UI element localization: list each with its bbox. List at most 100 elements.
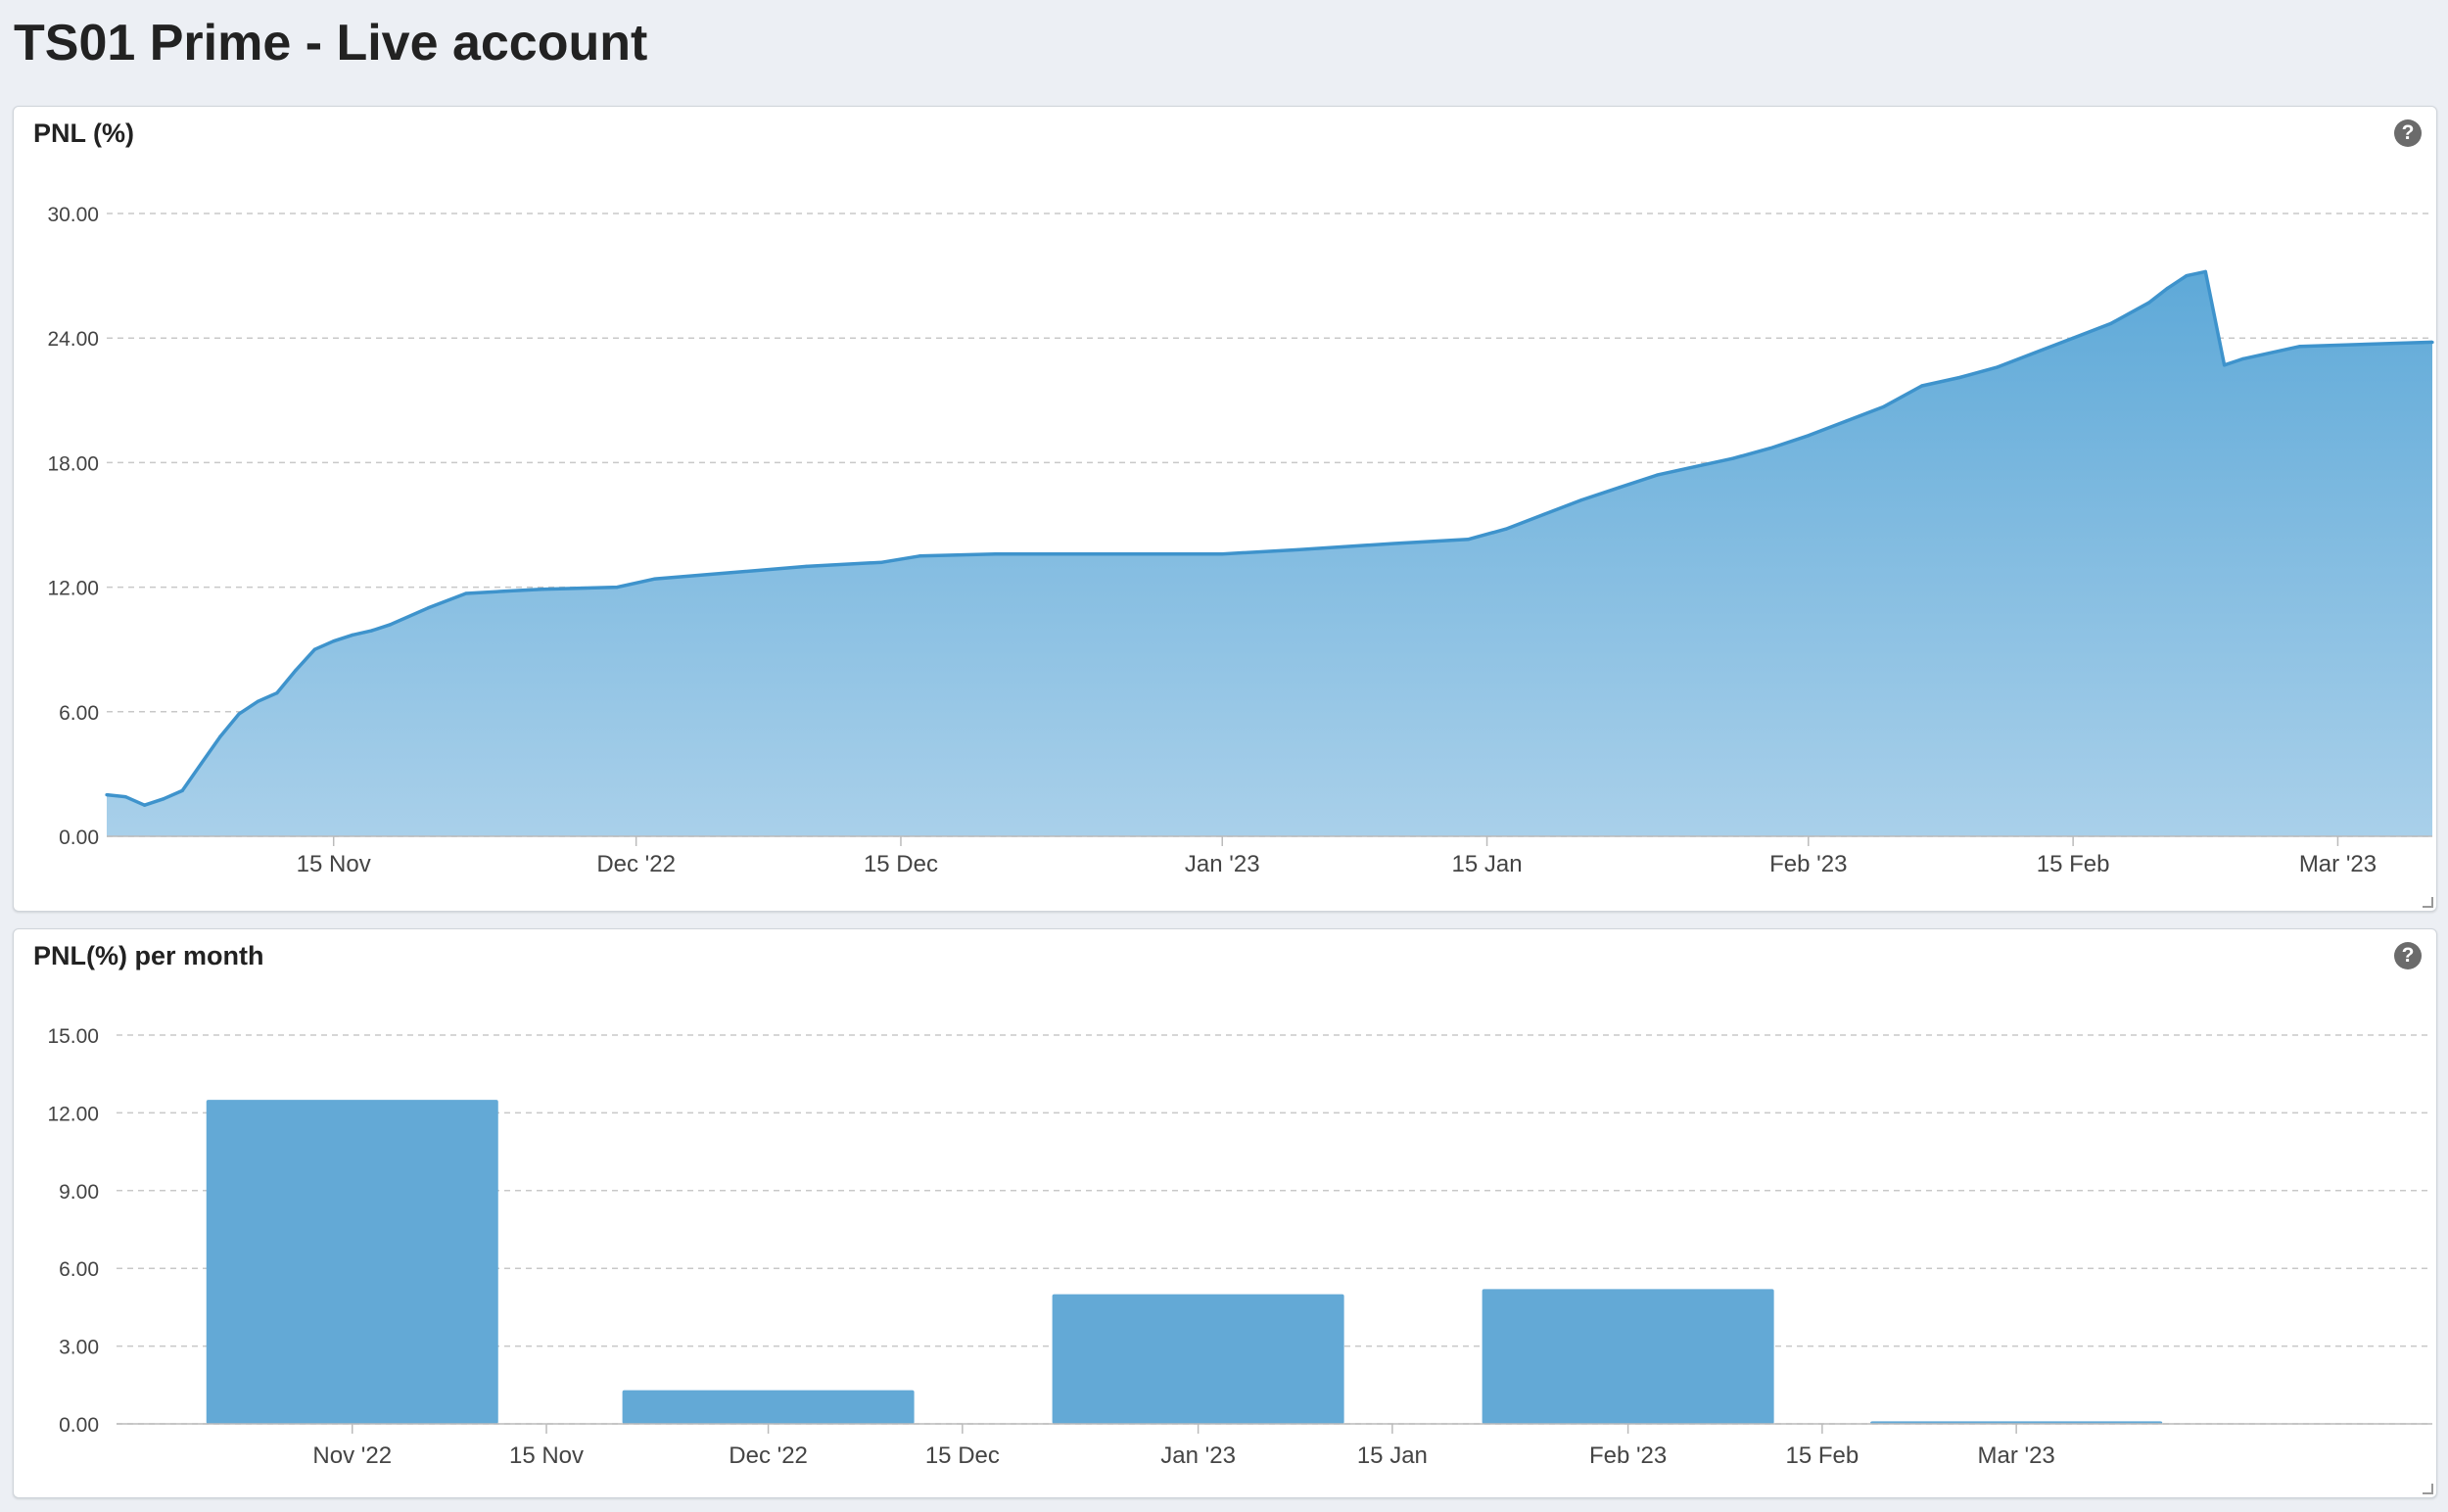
pnl-data-point [1390,542,1394,545]
x-tick-label: 15 Feb [2037,851,2110,877]
pnl-data-point [540,588,543,591]
pnl-data-point [1466,538,1470,542]
help-icon[interactable]: ? [2394,942,2422,969]
pnl-data-point [332,639,336,643]
pnl-data-point [105,793,109,797]
y-tick-label: 30.00 [47,204,99,226]
x-tick-label: Feb '23 [1769,851,1847,877]
pnl-data-point [199,762,204,766]
pnl-month-bar-chart: 0.00 3.00 6.00 9.00 12.00 15.00 Nov '22 15 Nov D… [47,1025,2432,1469]
month-bar [206,1100,498,1424]
pnl-data-point [2185,274,2189,278]
pnl-data-point [1996,365,2000,369]
pnl-data-point [1730,456,1735,460]
x-tick-label: Jan '23 [1185,851,1260,877]
x-tick-label: Dec '22 [596,851,676,877]
pnl-area-chart: 0.00 6.00 12.00 18.00 24.00 30.00 15 Nov Dec '2… [47,204,2434,877]
pnl-data-point [2241,356,2245,360]
pnl-data-point [218,734,222,738]
pnl-data-point [729,571,732,575]
pnl-data-point [2033,351,2038,354]
y-tick-label: 9.00 [59,1181,99,1204]
pnl-data-point [2146,301,2150,305]
pnl-data-point [1579,497,1583,502]
x-tick-label: 15 Feb [1786,1442,1860,1469]
month-bar [622,1390,915,1424]
pnl-data-point [804,564,809,568]
pnl-data-point [918,554,921,558]
pnl-data-point [1768,446,1772,450]
y-tick-label: 0.00 [59,827,99,849]
pnl-data-point [1295,547,1300,552]
pnl-data-point [351,633,354,637]
x-tick-label: Nov '22 [312,1442,392,1469]
x-tick-label: 15 Dec [864,851,938,877]
x-tick-label: Feb '23 [1589,1442,1667,1469]
y-tick-label: 6.00 [59,1258,99,1281]
pnl-data-point [1220,552,1224,556]
y-tick-label: 24.00 [47,328,99,351]
x-tick-label: Mar '23 [2299,851,2377,877]
pnl-data-point [1844,419,1849,423]
pnl-data-point [2071,336,2075,340]
x-tick-label: Jan '23 [1160,1442,1236,1469]
x-tick-label: 15 Nov [509,1442,584,1469]
pnl-data-point [426,606,430,610]
x-tick-label: 15 Jan [1357,1442,1428,1469]
pnl-data-point [2223,363,2227,367]
x-tick-label: 15 Jan [1452,851,1523,877]
month-bar [1482,1289,1774,1424]
x-tick-label: 15 Dec [925,1442,1000,1469]
pnl-data-point [2109,321,2113,325]
y-tick-label: 6.00 [59,702,99,725]
pnl-data-point [1504,527,1508,531]
pnl-data-point [1693,465,1697,469]
pnl-data-point [123,795,127,799]
pnl-data-point [180,788,184,792]
resize-handle-icon[interactable] [2423,1484,2433,1494]
pnl-data-point [237,712,241,716]
pnl-line [106,269,2433,807]
x-tick-label: Dec '22 [729,1442,808,1469]
help-icon[interactable]: ? [2394,119,2422,147]
y-tick-label: 0.00 [59,1414,99,1437]
pnl-data-point [162,797,165,801]
pnl-data-point [993,552,998,556]
pnl-area-fill [107,271,2432,836]
pnl-data-point [2203,269,2207,273]
pnl-month-chart-panel: PNL(%) per month ? 0.00 3.00 6.00 9.00 12.00… [13,928,2437,1498]
pnl-data-point [256,699,260,703]
pnl-data-point [1655,473,1659,477]
month-bar [1052,1294,1344,1424]
pnl-data-point [312,647,316,651]
pnl-data-point [1807,434,1811,438]
pnl-month-chart-title: PNL(%) per month [33,941,264,970]
y-tick-label: 12.00 [47,1103,99,1125]
pnl-data-point [1957,375,1961,380]
y-tick-label: 18.00 [47,452,99,475]
pnl-data-point [389,623,393,627]
pnl-data-point [1920,384,1924,388]
resize-handle-icon[interactable] [2423,897,2433,908]
pnl-data-point [1618,486,1622,490]
pnl-data-point [2298,345,2302,349]
pnl-data-point [369,629,373,633]
page-title: TS01 Prime - Live account [14,15,648,71]
pnl-data-point [880,560,884,564]
pnl-data-point [1882,404,1886,408]
y-tick-label: 3.00 [59,1337,99,1359]
pnl-data-point [2166,286,2170,290]
x-tick-label: 15 Nov [297,851,371,877]
y-tick-label: 12.00 [47,578,99,600]
x-tick-label: Mar '23 [1978,1442,2055,1469]
pnl-data-point [275,691,279,695]
pnl-data-point [1541,512,1546,516]
y-tick-label: 15.00 [47,1025,99,1048]
pnl-data-point [143,803,147,807]
pnl-chart-title: PNL (%) [33,118,135,148]
pnl-chart-panel: PNL (%) ? 0.00 6.00 12.00 18.00 24.00 30.00 15… [13,106,2437,912]
pnl-data-point [653,577,657,581]
pnl-data-point [464,591,468,595]
pnl-data-point [615,586,619,590]
pnl-data-point [501,590,506,593]
